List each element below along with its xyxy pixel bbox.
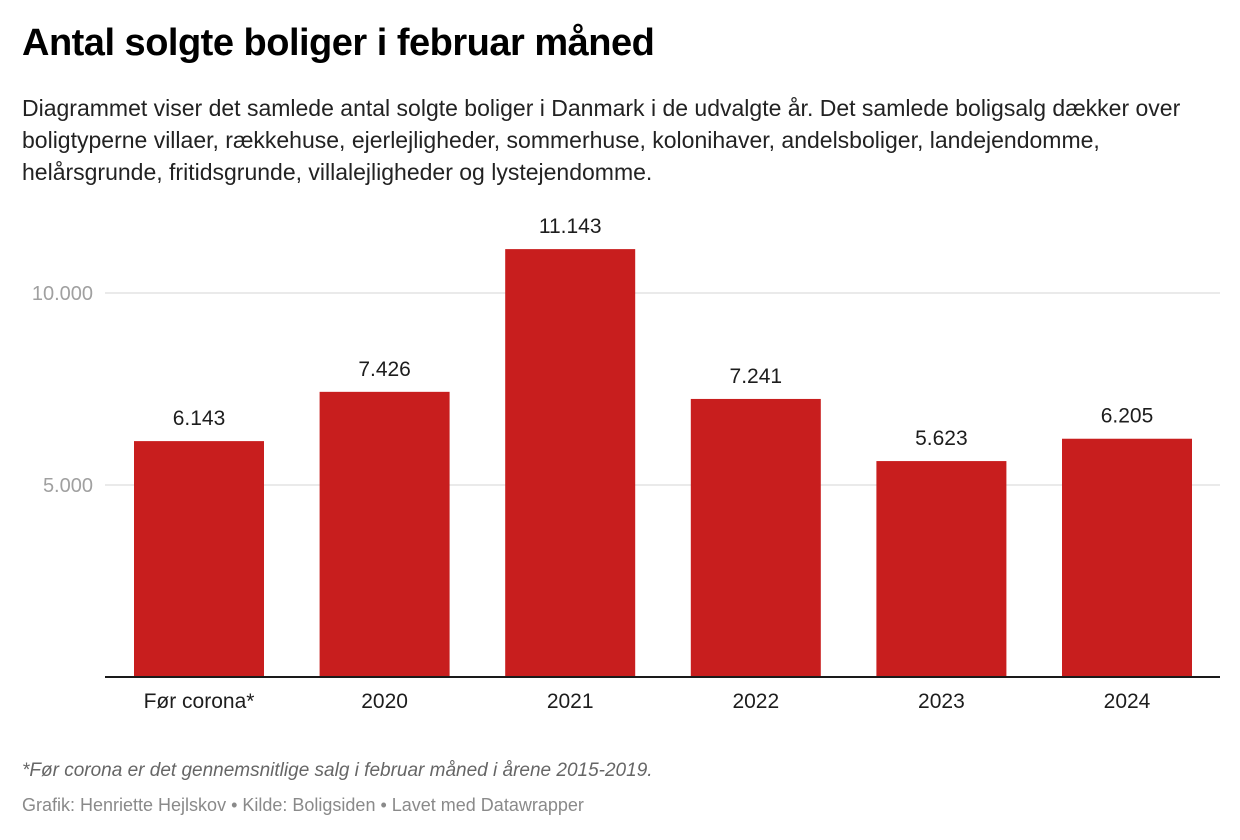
bar-value-label: 6.143 [173,407,226,430]
bar [134,441,264,677]
x-category-label: Før corona* [144,690,255,713]
bar [876,461,1007,677]
chart-title: Antal solgte boliger i februar måned [22,22,655,64]
x-category-label: 2020 [361,690,408,713]
bar-value-label: 6.205 [1101,405,1154,428]
chart-description: Diagrammet viser det samlede antal solgt… [22,95,1181,185]
labels: 5.000 10.000 6.143 Før corona* 7.426 2020 11.1… [32,215,1153,713]
x-category-label: 2022 [732,690,779,713]
bar-chart: 5.000 10.000 6.143 Før corona* 7.426 2020 11.1… [32,215,1220,713]
bar [505,249,636,677]
x-category-label: 2023 [918,690,965,713]
y-tick-label: 10.000 [32,283,93,305]
bar-value-label: 5.623 [915,427,968,450]
bar-value-label: 7.426 [358,358,411,381]
bar [319,391,450,677]
bar [1062,438,1192,677]
bar-value-label: 11.143 [539,215,602,238]
bar [690,398,821,677]
bar-value-label: 7.241 [730,365,783,388]
x-category-label: 2024 [1104,690,1151,713]
byline: Grafik: Henriette Hejlskov • Kilde: Boli… [22,795,584,815]
footnote: *Før corona er det gennemsnitlige salg i… [22,760,653,781]
bars [134,249,1192,677]
gridlines [105,292,1220,486]
y-tick-label: 5.000 [43,475,93,497]
x-category-label: 2021 [547,690,594,713]
